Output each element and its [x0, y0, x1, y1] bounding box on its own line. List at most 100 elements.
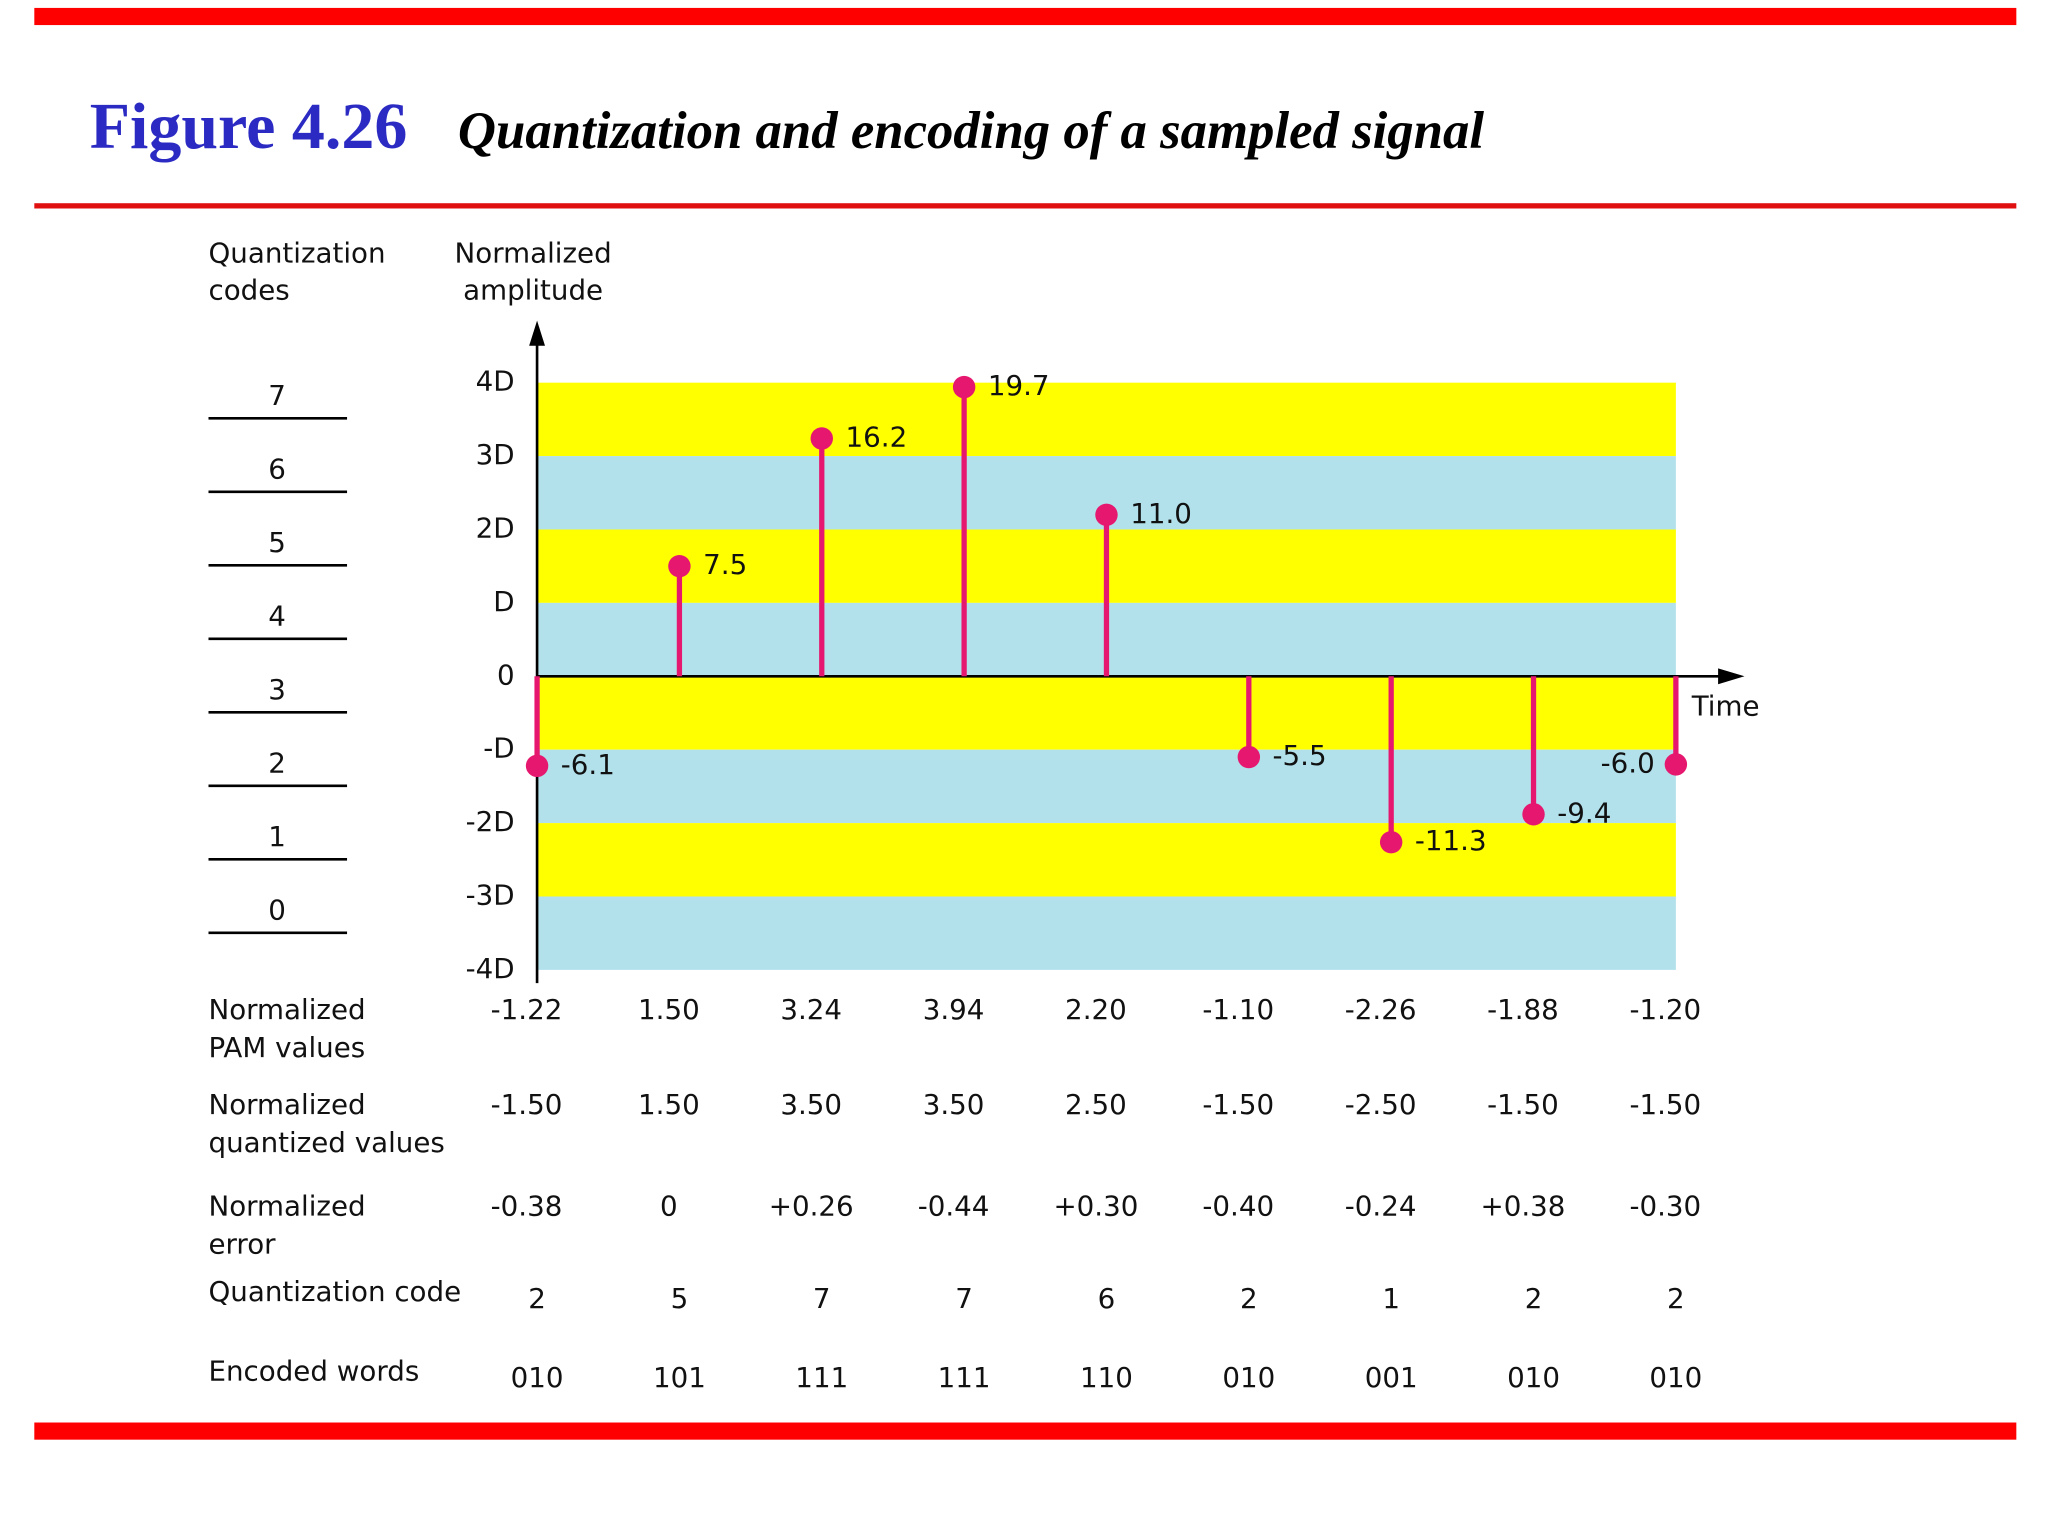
codes-label: Quantization [208, 237, 385, 270]
cell: -1.10 [1202, 993, 1274, 1026]
cell: +0.30 [1053, 1189, 1138, 1222]
cell: 6 [1098, 1282, 1116, 1315]
y-tick-label: 3D [476, 438, 515, 471]
stem-dot [1664, 753, 1688, 776]
cell: +0.38 [1481, 1189, 1566, 1222]
cell: -0.44 [918, 1189, 990, 1222]
cell: 3.50 [923, 1088, 985, 1121]
cell: 2 [1525, 1282, 1543, 1315]
y-tick-label: 4D [476, 365, 515, 398]
amplitude-label: -6.1 [561, 748, 615, 781]
cell: 010 [1222, 1361, 1275, 1394]
code-label: 6 [268, 453, 286, 486]
cell: -1.20 [1629, 993, 1701, 1026]
band [537, 382, 1676, 457]
cell: 010 [1507, 1361, 1560, 1394]
stem-dot [1379, 830, 1403, 854]
x-axis-label: Time [1691, 689, 1760, 722]
codes-label: codes [208, 274, 289, 307]
cell: 2 [1667, 1282, 1685, 1315]
code-label: 1 [268, 820, 286, 853]
cell: -0.30 [1629, 1189, 1701, 1222]
cell: 2.20 [1065, 993, 1127, 1026]
stem-dot [1522, 803, 1545, 826]
code-label: 5 [268, 526, 286, 559]
cell: 0 [660, 1189, 678, 1222]
cell: 1.50 [638, 1088, 700, 1121]
stem-dot [668, 554, 691, 578]
y-axis-label: Normalized [455, 237, 612, 270]
y-tick-label: -D [483, 732, 514, 765]
code-label: 4 [268, 600, 286, 633]
cell: 110 [1080, 1361, 1133, 1394]
figure-number: Figure 4.26 [90, 90, 408, 163]
amplitude-label: -11.3 [1415, 824, 1487, 857]
top-bar [34, 7, 2017, 26]
cell: 001 [1365, 1361, 1418, 1394]
band [537, 676, 1676, 750]
y-tick-label: -4D [466, 952, 515, 985]
cell: 1.50 [638, 993, 700, 1026]
cell: 5 [671, 1282, 689, 1315]
cell: -1.22 [491, 993, 563, 1026]
cell: 1 [1382, 1282, 1400, 1315]
y-tick-label: D [493, 585, 514, 618]
cell: 3.24 [780, 993, 842, 1026]
cell: -2.26 [1345, 993, 1417, 1026]
row-label: Normalized [208, 1088, 365, 1121]
amplitude-label: 7.5 [703, 548, 747, 581]
amplitude-label: 19.7 [988, 369, 1050, 402]
band [537, 749, 1676, 824]
cell: 010 [1649, 1361, 1702, 1394]
cell: -0.40 [1202, 1189, 1274, 1222]
row-label: quantized values [208, 1126, 444, 1159]
y-axis-label: amplitude [463, 274, 603, 307]
amplitude-label: -5.5 [1273, 739, 1327, 772]
cell: -1.50 [491, 1088, 563, 1121]
stem-dot [525, 754, 549, 778]
row-label: PAM values [208, 1031, 365, 1064]
title-rule [34, 203, 2017, 209]
cell: 3.50 [780, 1088, 842, 1121]
stem-dot [1095, 503, 1118, 527]
cell: +0.26 [769, 1189, 854, 1222]
row-label: Quantization code [208, 1275, 461, 1308]
cell: 2.50 [1065, 1088, 1127, 1121]
row-label: Encoded words [208, 1354, 419, 1387]
cell: 3.94 [923, 993, 985, 1026]
cell: 2 [1240, 1282, 1258, 1315]
code-label: 3 [268, 673, 286, 706]
y-tick-label: 0 [497, 658, 515, 691]
amplitude-label: 16.2 [846, 420, 908, 453]
cell: -1.50 [1202, 1088, 1274, 1121]
amplitude-label: -6.0 [1601, 746, 1655, 779]
y-tick-label: -2D [466, 805, 515, 838]
amplitude-label: -9.4 [1557, 796, 1611, 829]
y-arrow [529, 320, 545, 346]
cell: 101 [653, 1361, 706, 1394]
x-arrow [1718, 668, 1745, 685]
bottom-bar [34, 1422, 2017, 1440]
cell: 7 [955, 1282, 973, 1315]
cell: -2.50 [1345, 1088, 1417, 1121]
cell: -1.88 [1487, 993, 1559, 1026]
y-tick-label: 2D [476, 511, 515, 544]
row-label: Normalized [208, 993, 365, 1026]
band [537, 823, 1676, 897]
cell: -0.24 [1345, 1189, 1417, 1222]
code-label: 2 [268, 747, 286, 780]
cell: 2 [528, 1282, 546, 1315]
code-label: 0 [268, 894, 286, 927]
row-label: error [208, 1228, 276, 1261]
cell: 010 [511, 1361, 564, 1394]
cell: 7 [813, 1282, 831, 1315]
amplitude-label: 11.0 [1130, 497, 1192, 530]
y-tick-label: -3D [466, 878, 515, 911]
cell: 111 [795, 1361, 848, 1394]
cell: -1.50 [1487, 1088, 1559, 1121]
cell: -1.50 [1629, 1088, 1701, 1121]
chart: 4D 3D 2D D 0 -D -2D -3D -4D Time Normalized amplitu… [208, 237, 1759, 1394]
cell: 111 [938, 1361, 991, 1394]
